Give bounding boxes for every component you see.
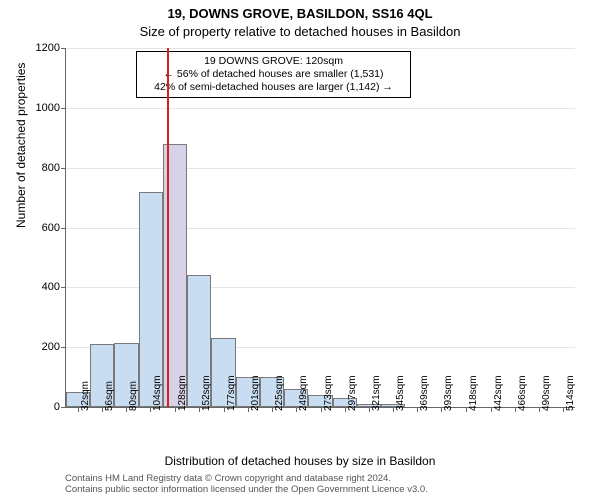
y-tick-mark <box>61 347 66 348</box>
gridline <box>66 48 575 49</box>
y-tick-label: 600 <box>42 222 60 234</box>
x-tick-mark <box>417 407 418 412</box>
annotation-line2: ← 56% of detached houses are smaller (1,… <box>143 68 404 81</box>
x-tick-label: 201sqm <box>250 375 261 411</box>
x-tick-mark <box>563 407 564 412</box>
gridline <box>66 168 575 169</box>
x-tick-label: 393sqm <box>443 375 454 411</box>
x-tick-mark <box>78 407 79 412</box>
x-tick-label: 490sqm <box>541 375 552 411</box>
y-tick-mark <box>61 228 66 229</box>
x-tick-label: 32sqm <box>80 381 91 411</box>
y-tick-mark <box>61 287 66 288</box>
annotation-line3: 42% of semi-detached houses are larger (… <box>143 81 404 94</box>
x-tick-label: 152sqm <box>201 375 212 411</box>
x-tick-label: 177sqm <box>226 375 237 411</box>
page-title: 19, DOWNS GROVE, BASILDON, SS16 4QL <box>0 6 600 21</box>
y-tick-label: 400 <box>42 281 60 293</box>
x-tick-mark <box>539 407 540 412</box>
x-tick-label: 369sqm <box>419 375 430 411</box>
x-tick-label: 442sqm <box>493 375 504 411</box>
y-tick-mark <box>61 48 66 49</box>
x-tick-label: 345sqm <box>395 375 406 411</box>
marker-line <box>167 48 169 407</box>
x-tick-mark <box>199 407 200 412</box>
y-tick-mark <box>61 168 66 169</box>
x-tick-mark <box>369 407 370 412</box>
x-tick-label: 225sqm <box>274 375 285 411</box>
x-tick-label: 418sqm <box>468 375 479 411</box>
x-tick-label: 321sqm <box>371 375 382 411</box>
y-tick-label: 200 <box>42 341 60 353</box>
page-subtitle: Size of property relative to detached ho… <box>0 24 600 39</box>
x-tick-label: 466sqm <box>517 375 528 411</box>
footer-line1: Contains HM Land Registry data © Crown c… <box>65 473 428 484</box>
x-tick-label: 249sqm <box>298 375 309 411</box>
x-tick-mark <box>393 407 394 412</box>
x-tick-mark <box>224 407 225 412</box>
x-tick-label: 297sqm <box>347 375 358 411</box>
x-tick-label: 273sqm <box>323 375 334 411</box>
gridline <box>66 108 575 109</box>
y-tick-label: 800 <box>42 162 60 174</box>
footer: Contains HM Land Registry data © Crown c… <box>65 473 428 496</box>
annotation-line1: 19 DOWNS GROVE: 120sqm <box>143 55 404 68</box>
x-tick-label: 104sqm <box>152 375 163 411</box>
y-tick-label: 1000 <box>36 102 60 114</box>
y-tick-label: 1200 <box>36 42 60 54</box>
y-axis-label: Number of detached properties <box>14 63 28 228</box>
x-tick-mark <box>175 407 176 412</box>
x-tick-mark <box>515 407 516 412</box>
annotation-box: 19 DOWNS GROVE: 120sqm ← 56% of detached… <box>136 51 411 98</box>
x-tick-label: 514sqm <box>565 375 576 411</box>
x-tick-mark <box>248 407 249 412</box>
x-tick-mark <box>321 407 322 412</box>
x-tick-label: 56sqm <box>104 381 115 411</box>
plot-area: 19 DOWNS GROVE: 120sqm ← 56% of detached… <box>65 48 575 408</box>
y-tick-label: 0 <box>54 401 60 413</box>
footer-line2: Contains public sector information licen… <box>65 484 428 495</box>
y-tick-mark <box>61 108 66 109</box>
x-tick-label: 80sqm <box>128 381 139 411</box>
x-tick-mark <box>491 407 492 412</box>
y-tick-mark <box>61 407 66 408</box>
x-tick-mark <box>345 407 346 412</box>
x-axis-label: Distribution of detached houses by size … <box>0 454 600 468</box>
chart-container: 19, DOWNS GROVE, BASILDON, SS16 4QL Size… <box>0 0 600 500</box>
x-tick-label: 128sqm <box>177 375 188 411</box>
